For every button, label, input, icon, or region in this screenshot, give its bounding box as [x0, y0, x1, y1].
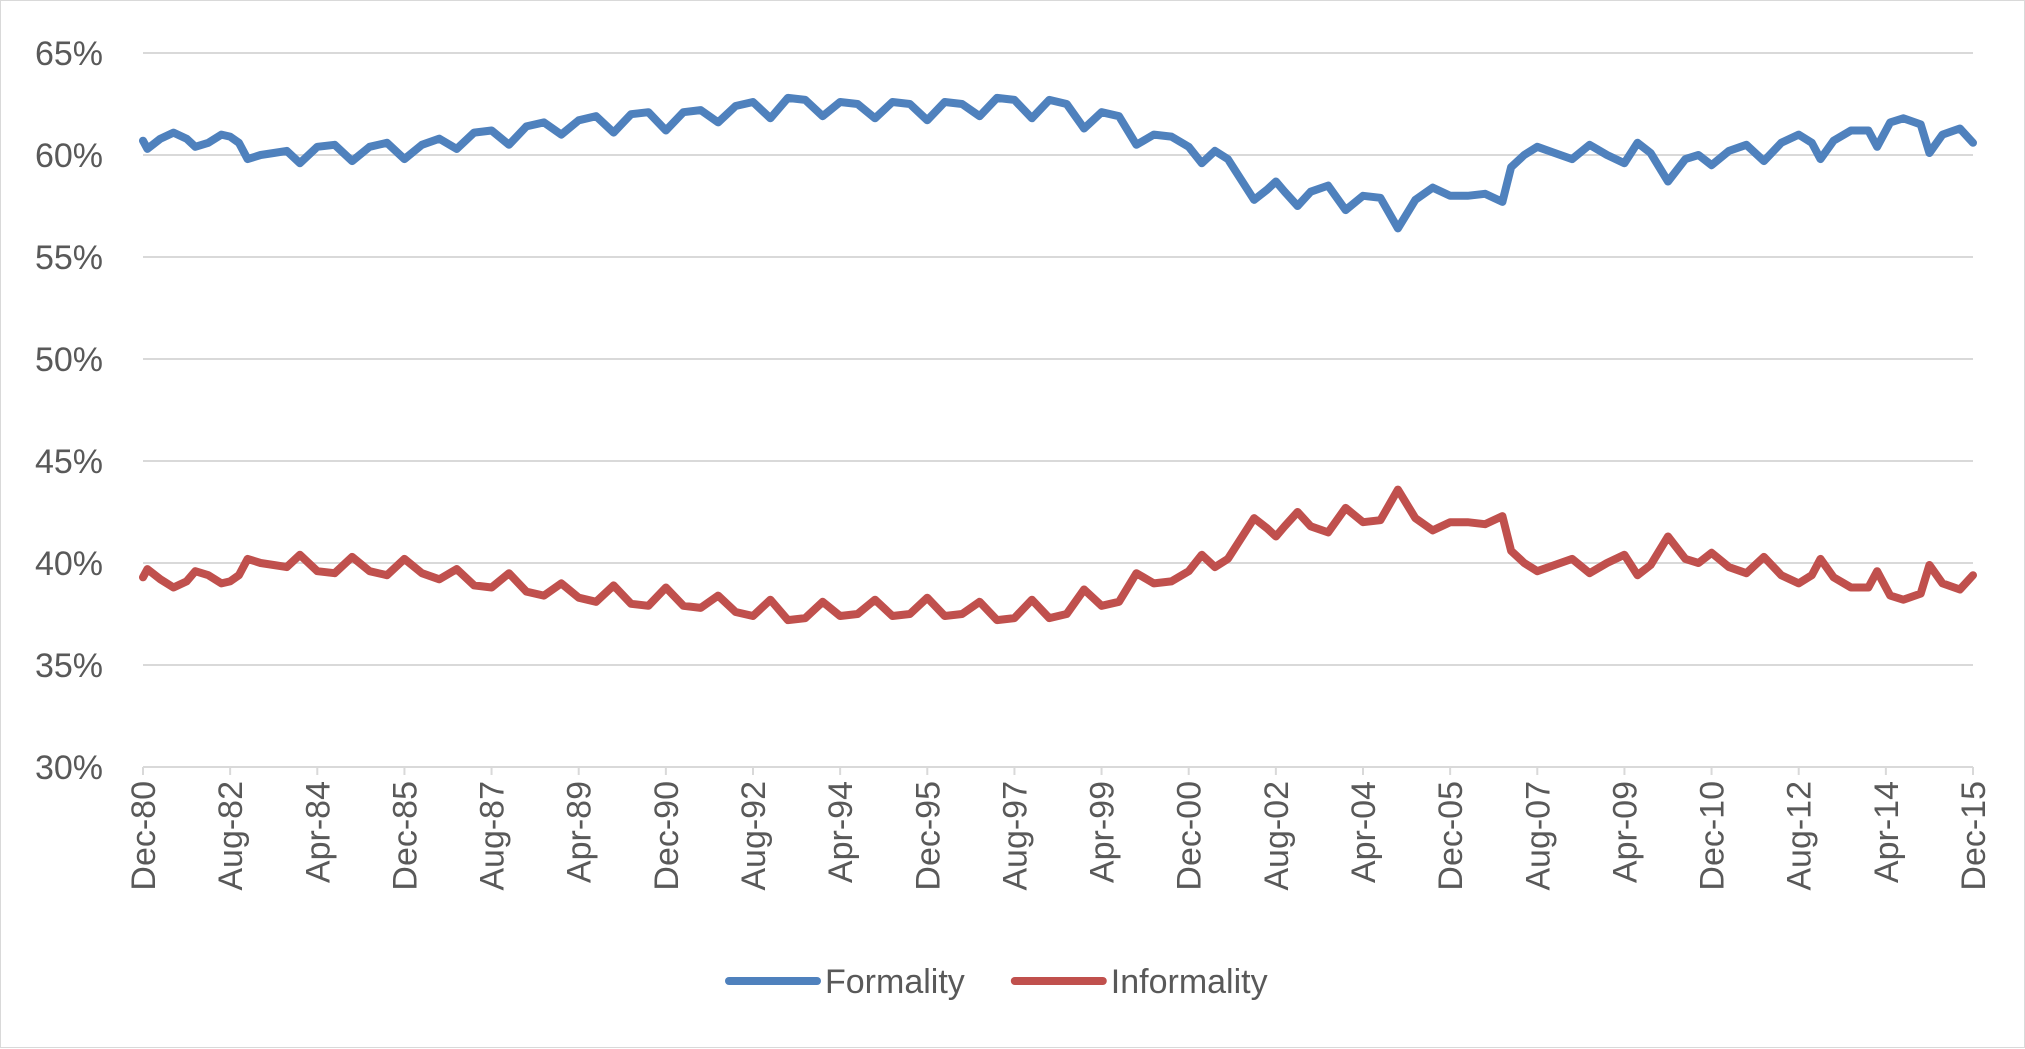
- x-tick-label: Aug-87: [474, 781, 512, 891]
- y-tick-label: 40%: [35, 545, 103, 583]
- x-tick-label: Aug-12: [1781, 781, 1819, 891]
- x-tick-label: Apr-99: [1084, 781, 1122, 883]
- x-tick-label: Apr-89: [561, 781, 599, 883]
- y-tick-label: 30%: [35, 749, 103, 787]
- x-tick-label: Aug-82: [212, 781, 250, 891]
- x-tick-label: Aug-07: [1519, 781, 1557, 891]
- x-axis-tick-labels: Dec-80 Aug-82 Apr-84 Dec-85 Aug-87 Apr-89 Dec-…: [125, 781, 1993, 891]
- x-tick-label: Dec-95: [909, 781, 947, 891]
- x-tick-label: Aug-92: [735, 781, 773, 891]
- gridlines: [143, 52, 1973, 768]
- x-tick-label: Dec-85: [386, 781, 424, 891]
- x-tick-label: Dec-90: [648, 781, 686, 891]
- series-line-formality: [139, 93, 1977, 233]
- x-tick-label: Dec-80: [125, 781, 163, 891]
- series-lines: [139, 93, 1977, 625]
- x-tick-label: Apr-94: [822, 781, 860, 883]
- x-tick-label: Apr-09: [1606, 781, 1644, 883]
- y-axis-tick-labels: 30% 35% 40% 45% 50% 55% 60% 65%: [35, 35, 103, 787]
- series-line-informality: [139, 485, 1977, 625]
- y-tick-label: 55%: [35, 239, 103, 277]
- x-tick-label: Dec-00: [1171, 781, 1209, 891]
- y-tick-label: 35%: [35, 647, 103, 685]
- legend-label-formality: Formality: [825, 963, 965, 1001]
- y-tick-label: 45%: [35, 443, 103, 481]
- x-tick-label: Aug-97: [996, 781, 1034, 891]
- x-tick-label: Dec-05: [1432, 781, 1470, 891]
- y-tick-label: 50%: [35, 341, 103, 379]
- x-tick-label: Apr-04: [1345, 781, 1383, 883]
- legend: Formality Informality: [725, 963, 1268, 1001]
- x-tick-label: Apr-14: [1868, 781, 1906, 883]
- x-tick-label: Aug-02: [1258, 781, 1296, 891]
- x-tick-label: Apr-84: [299, 781, 337, 883]
- x-axis: [142, 766, 1974, 775]
- y-tick-label: 60%: [35, 137, 103, 175]
- x-tick-label: Dec-15: [1955, 781, 1993, 891]
- x-tick-label: Dec-10: [1694, 781, 1732, 891]
- y-tick-label: 65%: [35, 35, 103, 73]
- legend-label-informality: Informality: [1111, 963, 1268, 1001]
